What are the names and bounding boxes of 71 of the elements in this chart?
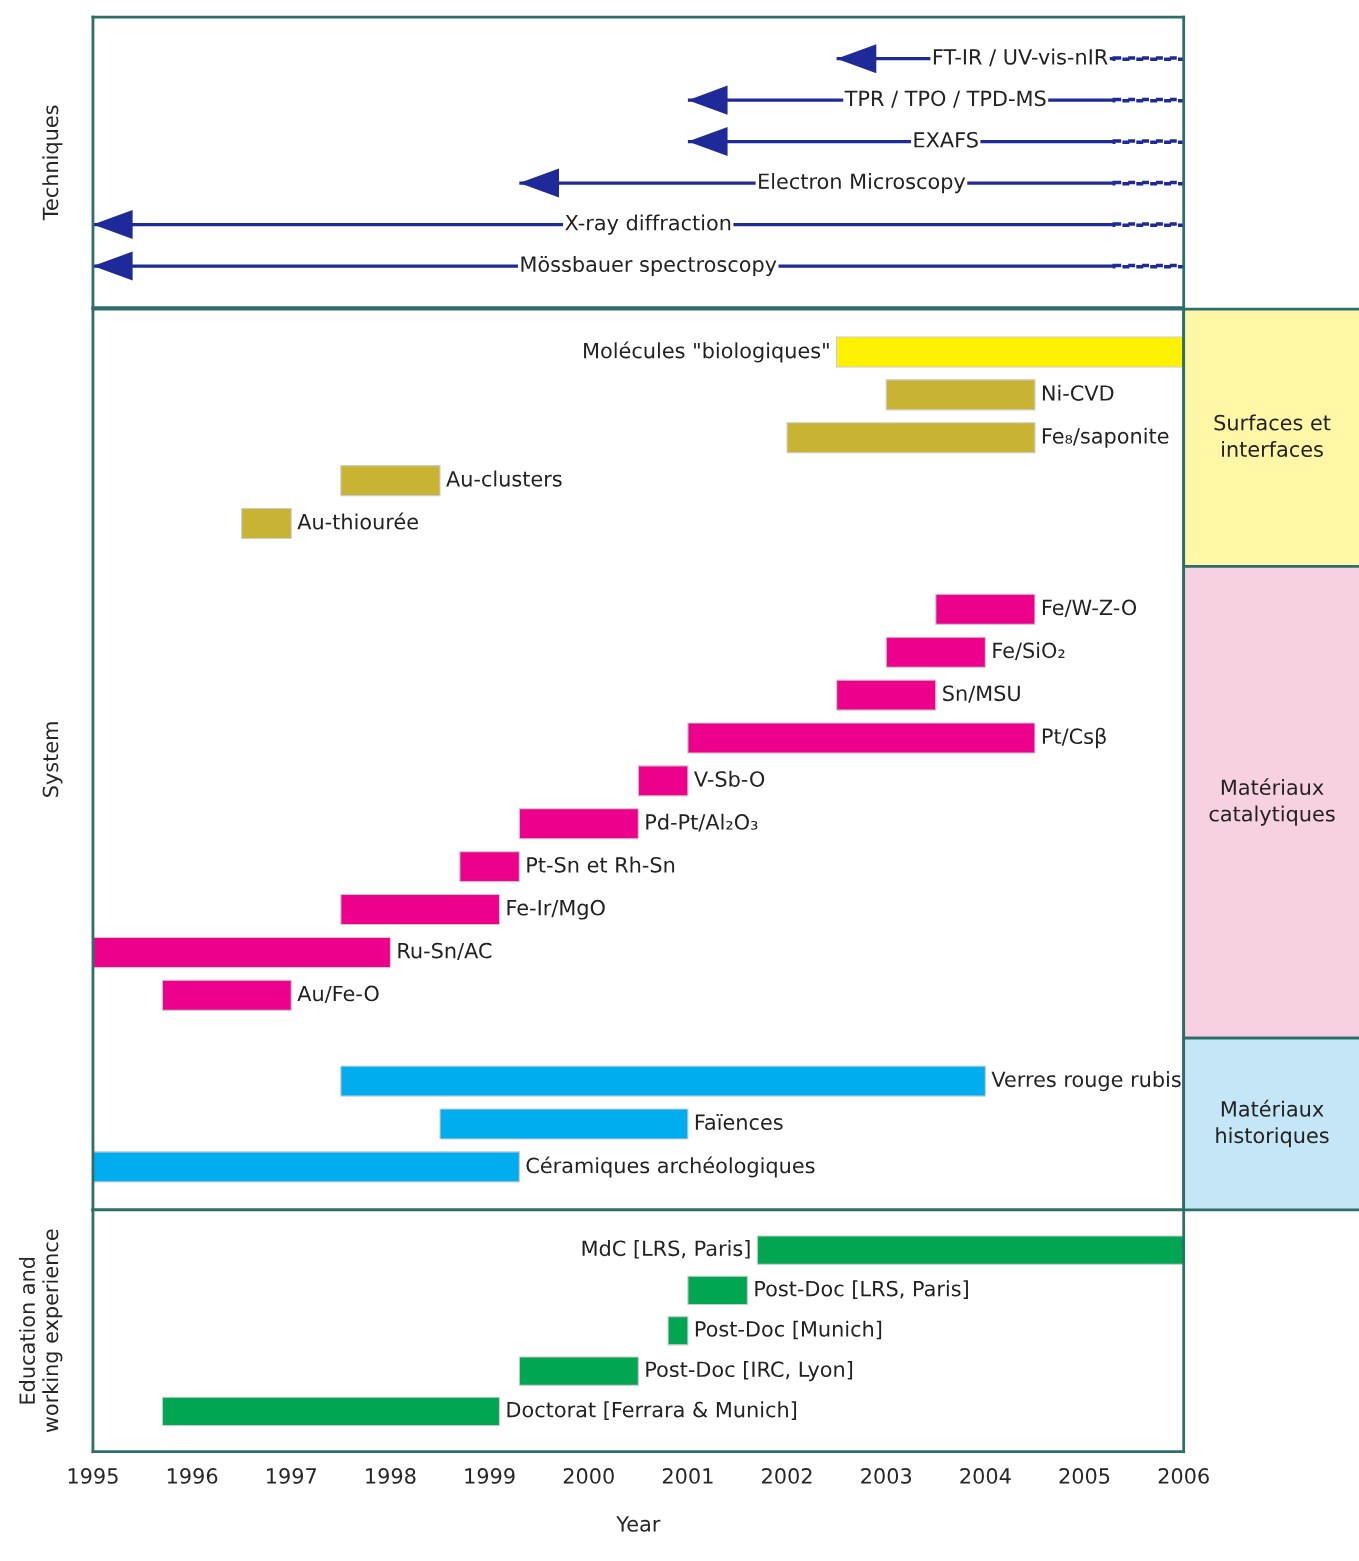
x-axis-title: Year	[616, 1516, 661, 1532]
y-tick-label: MdC [LRS, Paris]	[582, 1240, 750, 1259]
bar	[885, 636, 986, 668]
text: Surfaces et interfaces	[1214, 414, 1331, 458]
text: Matériaux historiques	[1216, 1099, 1329, 1148]
category-label: Sn/MSU	[943, 685, 1020, 703]
bar	[161, 979, 292, 1011]
bar	[340, 465, 441, 497]
bar	[340, 1065, 986, 1097]
x-tick-label: 2004	[960, 1468, 1011, 1484]
bar	[756, 1235, 1184, 1265]
category-label: Pd-Pt/Al₂O₃	[646, 813, 758, 832]
y-tick-label: Post-Doc [LRS, Paris]	[755, 1280, 968, 1299]
bar	[836, 336, 1184, 368]
category-label: Fe-Ir/MgO	[507, 899, 605, 920]
y-axis-title: Education and working experience	[18, 1229, 63, 1433]
bar	[836, 679, 937, 711]
bar	[161, 1396, 501, 1427]
bar	[459, 851, 520, 883]
x-tick-label: 1996	[167, 1468, 218, 1484]
category-label: FT-IR / UV-vis-nIR	[933, 48, 1108, 67]
x-tick-label: 1995	[68, 1468, 118, 1484]
bar	[687, 1275, 748, 1306]
bar	[885, 379, 1036, 411]
bar	[687, 722, 1036, 754]
bar	[667, 1316, 689, 1346]
text: Matériaux catalytiques	[1209, 778, 1335, 826]
category-label: Fe/W-Z-O	[1042, 599, 1137, 617]
bar	[637, 765, 689, 797]
category-label: Fe₈/saponite	[1042, 427, 1169, 448]
y-tick-label: Doctorat [Ferrara & Munich]	[507, 1401, 797, 1420]
category-label: X-ray diffraction	[565, 214, 731, 235]
category-label: Faïences	[695, 1113, 783, 1131]
y-tick-label: Post-Doc [IRC, Lyon]	[646, 1361, 853, 1382]
bar	[935, 593, 1036, 625]
bar	[518, 1356, 639, 1386]
y-tick-label: Post-Doc [Munich]	[695, 1320, 882, 1340]
category-label: Fe/SiO₂	[993, 642, 1065, 660]
category-label: Electron Microscopy	[759, 173, 966, 194]
bar	[92, 1151, 520, 1183]
category-label: Au-clusters	[446, 470, 562, 487]
category-label: EXAFS	[914, 131, 978, 148]
category-label: Molécules "biologiques"	[584, 341, 829, 363]
bar	[786, 422, 1036, 454]
x-tick-label: 2001	[662, 1468, 713, 1484]
category-label: Céramiques archéologiques	[526, 1156, 815, 1178]
category-label: Verres rouge rubis	[991, 1071, 1181, 1092]
bar	[241, 507, 292, 540]
category-label: Pt-Sn et Rh-Sn	[527, 856, 675, 873]
x-tick-label: 1998	[366, 1468, 416, 1484]
x-tick-label: 2005	[1059, 1468, 1110, 1484]
y-axis-title: Techniques	[42, 105, 63, 221]
bar	[518, 808, 639, 840]
category-label: Ru-Sn/AC	[398, 942, 492, 961]
x-tick-label: 2002	[762, 1468, 812, 1484]
bar	[340, 893, 501, 926]
x-tick-label: 2000	[563, 1468, 614, 1484]
bar	[92, 936, 391, 968]
category-label: Ni-CVD	[1042, 384, 1114, 401]
x-tick-label: 2003	[861, 1468, 912, 1484]
x-tick-label: 2006	[1158, 1468, 1209, 1484]
y-axis-title: System	[42, 722, 63, 797]
category-label: Pt/Csβ	[1042, 727, 1106, 749]
category-label: Au/Fe-O	[297, 985, 379, 1004]
category-label: Mössbauer spectroscopy	[521, 255, 777, 277]
category-label: TPR / TPO / TPD-MS	[844, 90, 1046, 108]
x-tick-label: 1999	[465, 1468, 515, 1484]
bar	[439, 1108, 689, 1140]
category-label: V-Sb-O	[694, 770, 765, 787]
category-label: Au-thiourée	[297, 512, 418, 530]
x-tick-label: 1997	[267, 1468, 316, 1484]
